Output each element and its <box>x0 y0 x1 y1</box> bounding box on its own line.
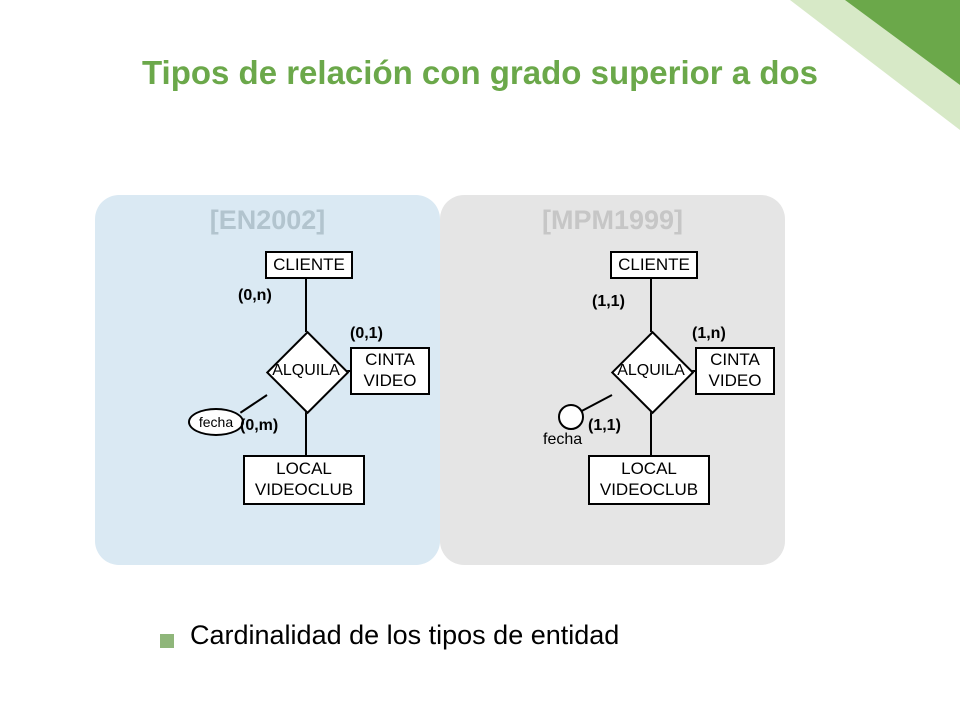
en2002-edge-bottom <box>305 410 307 455</box>
slide: Tipos de relación con grado superior a d… <box>0 0 960 720</box>
panel-en2002-label: [EN2002] <box>95 205 440 236</box>
bullet-icon <box>160 634 174 648</box>
en2002-entity-cinta: CINTAVIDEO <box>350 347 430 395</box>
panel-en2002: [EN2002] ALQUILA CLIENTE CINTAVIDEO LOCALVI… <box>95 195 440 565</box>
mpm1999-entity-cinta: CINTAVIDEO <box>695 347 775 395</box>
en2002-cardinality-right: (0,1) <box>350 325 383 343</box>
mpm1999-attribute-fecha-label: fecha <box>543 431 582 449</box>
panel-mpm1999-label: [MPM1999] <box>440 205 785 236</box>
en2002-entity-local: LOCALVIDEOCLUB <box>243 455 365 505</box>
mpm1999-entity-cliente: CLIENTE <box>610 251 698 279</box>
mpm1999-attribute-fecha-circle <box>558 404 584 430</box>
slide-title: Tipos de relación con grado superior a d… <box>0 54 960 92</box>
mpm1999-cardinality-right: (1,n) <box>692 325 726 343</box>
en2002-edge-attr <box>239 394 267 414</box>
en2002-cardinality-top: (0,n) <box>238 287 272 305</box>
mpm1999-entity-local: LOCALVIDEOCLUB <box>588 455 710 505</box>
en2002-relationship: ALQUILA <box>267 332 345 410</box>
mpm1999-cardinality-top: (1,1) <box>592 293 625 311</box>
mpm1999-relationship-label: ALQUILA <box>612 332 690 410</box>
mpm1999-edge-bottom <box>650 410 652 455</box>
panel-mpm1999: [MPM1999] ALQUILA CLIENTE CINTAVIDEO LOCALV… <box>440 195 785 565</box>
en2002-relationship-label: ALQUILA <box>267 332 345 410</box>
mpm1999-edge-top <box>650 279 652 332</box>
footer-text: Cardinalidad de los tipos de entidad <box>190 620 619 651</box>
mpm1999-cardinality-bottom: (1,1) <box>588 417 621 435</box>
slide-title-text: Tipos de relación con grado superior a d… <box>142 54 818 91</box>
mpm1999-relationship: ALQUILA <box>612 332 690 410</box>
en2002-entity-cliente: CLIENTE <box>265 251 353 279</box>
en2002-attribute-fecha: fecha <box>188 408 244 436</box>
en2002-cardinality-bottom: (0,m) <box>240 417 278 435</box>
en2002-edge-top <box>305 279 307 332</box>
